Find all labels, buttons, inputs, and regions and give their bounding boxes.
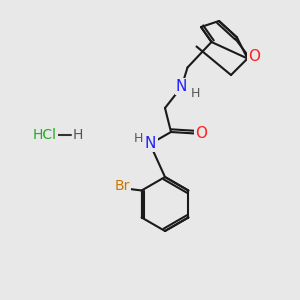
Text: H: H bbox=[73, 128, 83, 142]
Text: N: N bbox=[145, 136, 156, 151]
Text: O: O bbox=[248, 50, 260, 64]
Text: H: H bbox=[190, 86, 200, 100]
Text: O: O bbox=[195, 126, 207, 141]
Text: HCl: HCl bbox=[33, 128, 57, 142]
Text: H: H bbox=[134, 132, 143, 145]
Text: Br: Br bbox=[114, 179, 130, 193]
Text: N: N bbox=[176, 79, 187, 94]
